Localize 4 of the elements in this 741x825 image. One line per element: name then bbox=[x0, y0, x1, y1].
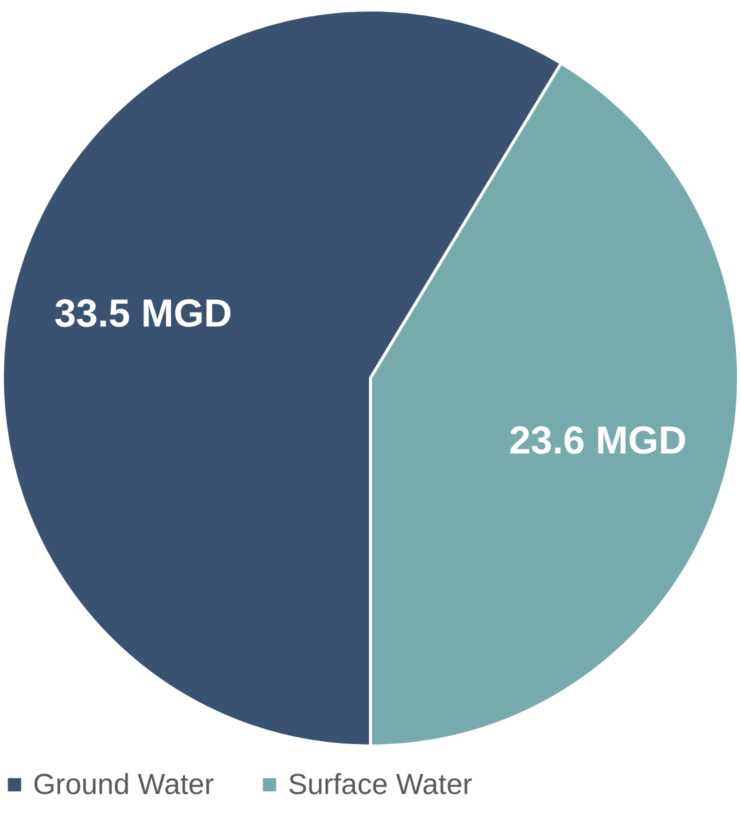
legend-label: Ground Water bbox=[33, 768, 214, 801]
data-label: 23.6 MGD bbox=[508, 419, 687, 462]
legend-label: Surface Water bbox=[288, 768, 473, 801]
data-label: 33.5 MGD bbox=[54, 292, 232, 336]
